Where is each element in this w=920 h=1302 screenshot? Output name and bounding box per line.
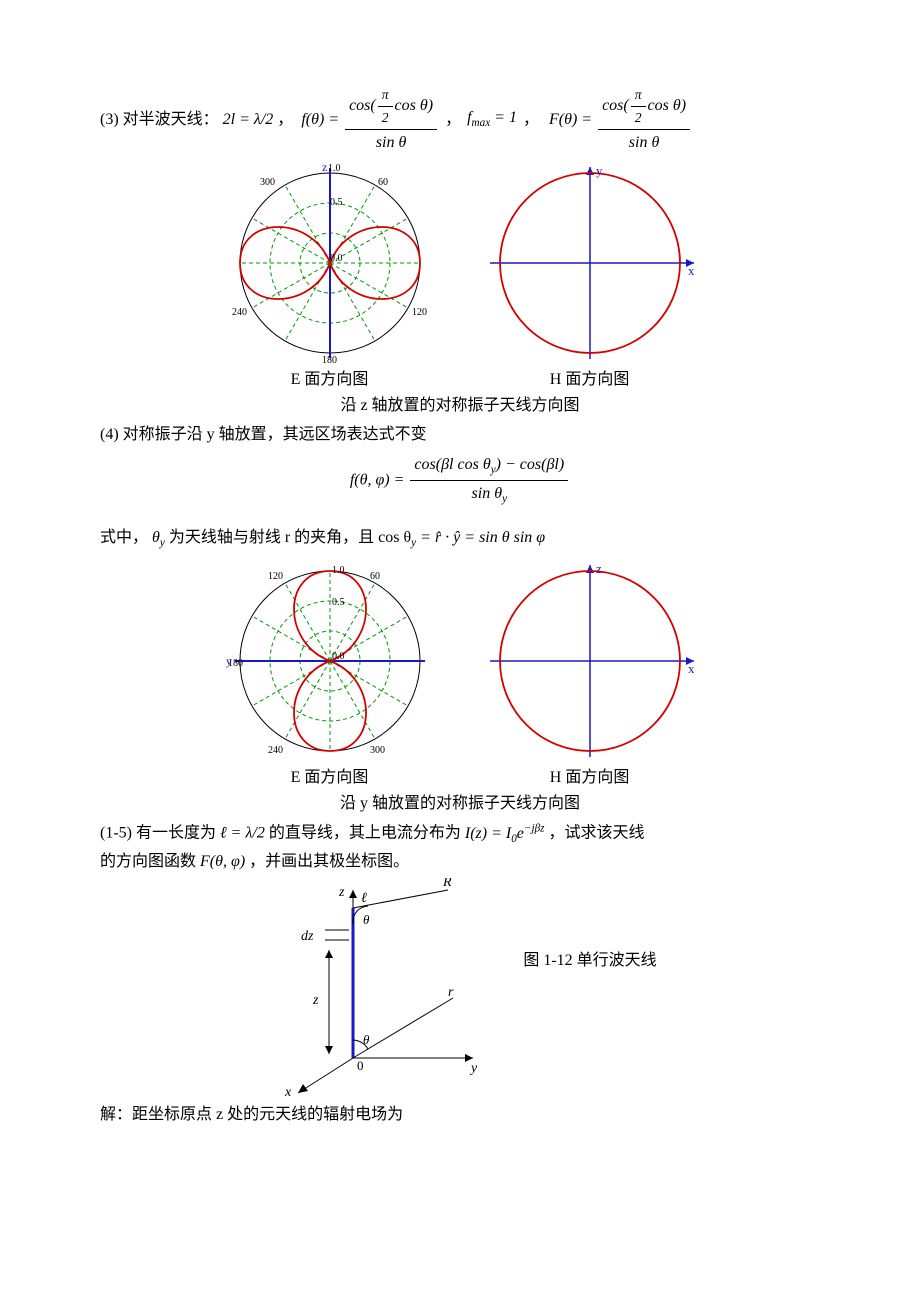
svg-text:120: 120 <box>412 307 427 318</box>
svg-text:dz: dz <box>301 929 314 944</box>
svg-text:1.0: 1.0 <box>332 565 345 576</box>
l3-F-lhs: F(θ) = <box>549 107 592 133</box>
fig-1-12-row: y z x R θ ℓ r θ 0 <box>100 878 820 1098</box>
svg-text:θ: θ <box>363 1032 370 1047</box>
l3-f-frac: cos(π2cos θ) sin θ <box>345 84 437 155</box>
fig-1-12-caption: 图 1-12 单行波天线 <box>523 878 656 974</box>
z-title: 沿 z 轴放置的对称振子天线方向图 <box>100 393 820 419</box>
l3-eq1: 2l = λ/2 <box>223 107 274 133</box>
line-4: (4) 对称振子沿 y 轴放置，其远区场表达式不变 <box>100 422 820 448</box>
l3-fmax: fmax = 1 <box>467 105 517 133</box>
svg-text:60: 60 <box>378 177 388 188</box>
svg-text:z: z <box>596 561 602 576</box>
svg-text:180: 180 <box>322 355 337 363</box>
svg-text:1.0: 1.0 <box>328 163 341 174</box>
l3-F-frac: cos(π2cos θ) sin θ <box>598 84 690 155</box>
y-caption-row: E 面方向图 H 面方向图 <box>200 765 720 791</box>
svg-text:z: z <box>338 885 345 900</box>
svg-text:x: x <box>688 661 695 676</box>
svg-text:θ: θ <box>363 912 370 927</box>
l3-prefix: (3) 对半波天线： <box>100 107 219 133</box>
y-axis-diagram-row: y 60 120 180 240 300 1.0 0.5 0.0 x z <box>100 561 820 761</box>
eq-4: f(θ, φ) = cos(βl cos θy) − cos(βl) sin θ… <box>100 452 820 509</box>
svg-text:0.0: 0.0 <box>332 651 345 662</box>
svg-text:0: 0 <box>357 1058 364 1073</box>
y-h-caption: H 面方向图 <box>550 765 630 791</box>
z-axis-diagram-row: z 60 120 180 240 300 1.0 0.5 0.0 x y <box>100 163 820 363</box>
svg-text:x: x <box>688 263 695 278</box>
fig-1-12-diagram: y z x R θ ℓ r θ 0 <box>263 878 493 1098</box>
svg-text:300: 300 <box>370 745 385 756</box>
svg-text:y: y <box>469 1061 478 1076</box>
z-e-plane-chart: z 60 120 180 240 300 1.0 0.5 0.0 <box>220 163 440 363</box>
svg-text:0.5: 0.5 <box>330 197 343 208</box>
para-theta-y: 式中， θy 为天线轴与射线 r 的夹角，且 cos θy = r̂ · ŷ =… <box>100 525 820 553</box>
svg-text:300: 300 <box>260 177 275 188</box>
svg-text:r: r <box>448 985 454 1000</box>
svg-text:z: z <box>322 163 327 174</box>
svg-text:240: 240 <box>232 307 247 318</box>
svg-text:0.5: 0.5 <box>332 597 345 608</box>
svg-text:0.0: 0.0 <box>330 253 343 264</box>
z-h-caption: H 面方向图 <box>550 367 630 393</box>
svg-text:240: 240 <box>268 745 283 756</box>
y-h-plane-chart: x z <box>480 561 700 761</box>
svg-text:120: 120 <box>268 571 283 582</box>
svg-text:60: 60 <box>370 571 380 582</box>
svg-text:R: R <box>442 878 452 890</box>
z-e-caption: E 面方向图 <box>291 367 369 393</box>
svg-text:x: x <box>284 1085 292 1098</box>
svg-text:180: 180 <box>228 658 243 669</box>
line-3: (3) 对半波天线： 2l = λ/2 ， f(θ) = cos(π2cos θ… <box>100 84 820 155</box>
svg-text:z: z <box>312 993 319 1008</box>
y-e-plane-chart: y 60 120 180 240 300 1.0 0.5 0.0 <box>220 561 440 761</box>
z-h-plane-chart: x y <box>480 163 700 363</box>
z-caption-row: E 面方向图 H 面方向图 <box>200 367 720 393</box>
l3-f-lhs: f(θ) = <box>301 107 339 133</box>
q-1-5: (1-5) 有一长度为 ℓ = λ/2 的直导线，其上电流分布为 I(z) = … <box>100 820 820 874</box>
svg-text:y: y <box>596 163 603 178</box>
solution-line: 解：距坐标原点 z 处的元天线的辐射电场为 <box>100 1102 820 1128</box>
y-title: 沿 y 轴放置的对称振子天线方向图 <box>100 791 820 817</box>
y-e-caption: E 面方向图 <box>291 765 369 791</box>
svg-text:ℓ: ℓ <box>361 891 367 906</box>
